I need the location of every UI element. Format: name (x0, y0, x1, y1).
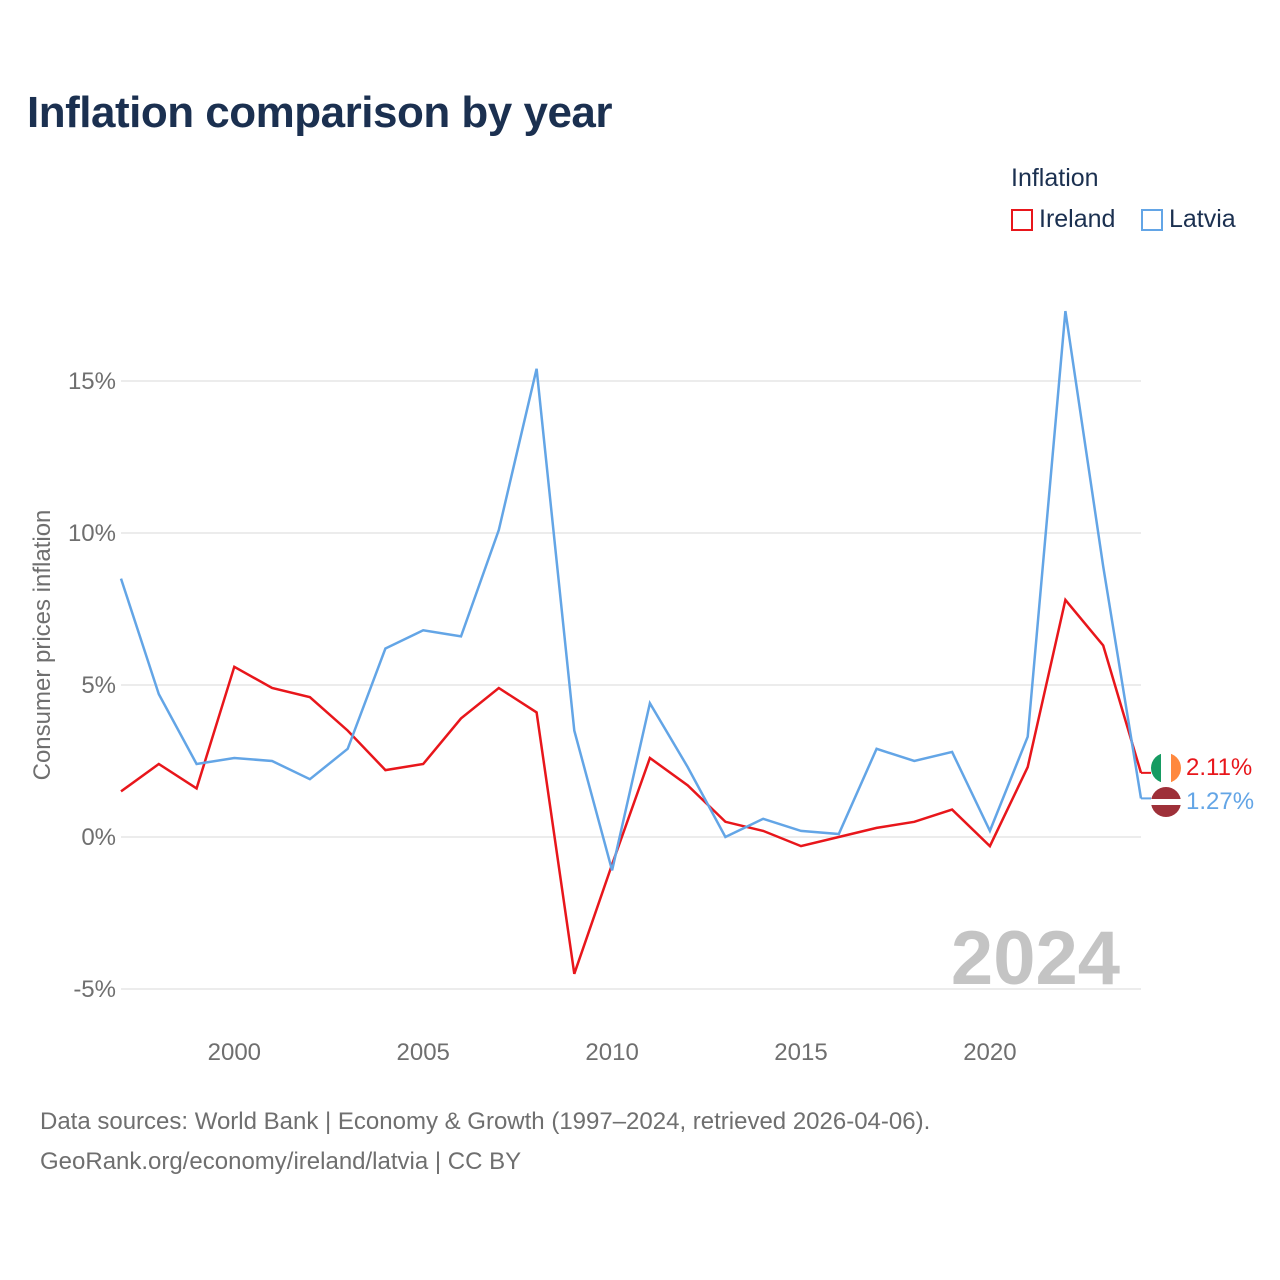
legend-item-latvia[interactable]: Latvia (1141, 205, 1236, 234)
data-point-ireland[interactable] (684, 781, 692, 789)
x-tick-label: 2020 (963, 1039, 1016, 1066)
chart-title: Inflation comparison by year (27, 88, 613, 137)
y-axis-label: Consumer prices inflation (29, 510, 56, 781)
legend-title: Inflation (1011, 164, 1099, 192)
data-point-ireland[interactable] (230, 663, 238, 671)
data-point-latvia[interactable] (797, 827, 805, 835)
y-tick-label: 15% (68, 368, 116, 395)
data-point-ireland[interactable] (759, 827, 767, 835)
data-point-ireland[interactable] (948, 806, 956, 814)
data-point-ireland[interactable] (457, 714, 465, 722)
source-line-1: Data sources: World Bank | Economy & Gro… (40, 1108, 931, 1135)
data-point-latvia[interactable] (1024, 733, 1032, 741)
data-point-ireland[interactable] (1024, 763, 1032, 771)
data-point-latvia[interactable] (381, 645, 389, 653)
legend-swatch-ireland (1011, 208, 1033, 231)
series-line-latvia[interactable] (119, 310, 1143, 871)
data-point-latvia[interactable] (230, 754, 238, 762)
source-line-2[interactable]: GeoRank.org/economy/ireland/latvia | CC … (40, 1148, 522, 1175)
data-point-latvia[interactable] (1061, 307, 1069, 315)
y-tick-label: 10% (68, 520, 116, 547)
data-point-ireland[interactable] (495, 684, 503, 692)
data-point-latvia[interactable] (419, 626, 427, 634)
data-point-ireland[interactable] (268, 684, 276, 692)
legend-label-ireland: Ireland (1039, 205, 1116, 233)
x-tick-label: 2010 (585, 1039, 638, 1066)
ireland-end-label: 2.11% (1186, 754, 1252, 781)
legend-label-latvia: Latvia (1169, 205, 1236, 233)
data-point-latvia[interactable] (193, 760, 201, 768)
data-point-ireland[interactable] (1099, 641, 1107, 649)
data-point-latvia[interactable] (457, 632, 465, 640)
data-point-latvia[interactable] (986, 827, 994, 835)
data-point-latvia[interactable] (306, 775, 314, 783)
latvia-flag-icon (1151, 787, 1181, 817)
line-chart: 2024 15%10%5%0%-5% 2000 2005 2010 2015 2020 … (29, 307, 1254, 1066)
data-point-latvia[interactable] (608, 866, 616, 874)
legend-swatch-latvia (1141, 208, 1163, 231)
data-point-ireland[interactable] (419, 760, 427, 768)
data-point-ireland[interactable] (646, 754, 654, 762)
data-point-latvia[interactable] (873, 745, 881, 753)
x-tick-label: 2000 (208, 1039, 261, 1066)
data-point-ireland[interactable] (570, 970, 578, 978)
data-point-latvia[interactable] (948, 748, 956, 756)
data-point-latvia[interactable] (1099, 562, 1107, 570)
data-point-ireland[interactable] (155, 760, 163, 768)
data-point-latvia[interactable] (835, 830, 843, 838)
data-point-latvia[interactable] (570, 727, 578, 735)
year-annotation: 2024 (951, 916, 1120, 1001)
data-point-latvia[interactable] (910, 757, 918, 765)
legend-item-ireland[interactable]: Ireland (1011, 205, 1115, 234)
data-point-ireland[interactable] (344, 727, 352, 735)
data-point-ireland[interactable] (193, 784, 201, 792)
data-point-ireland[interactable] (797, 842, 805, 850)
data-point-latvia[interactable] (759, 815, 767, 823)
data-point-latvia[interactable] (1137, 794, 1145, 802)
data-point-ireland[interactable] (117, 787, 125, 795)
data-point-latvia[interactable] (646, 699, 654, 707)
data-point-ireland[interactable] (910, 818, 918, 826)
ireland-flag-icon (1151, 753, 1181, 783)
data-point-ireland[interactable] (1061, 596, 1069, 604)
data-point-latvia[interactable] (533, 365, 541, 373)
data-point-latvia[interactable] (344, 745, 352, 753)
y-tick-label: 5% (81, 672, 116, 699)
y-tick-label: -5% (73, 976, 116, 1003)
data-point-latvia[interactable] (268, 757, 276, 765)
data-point-latvia[interactable] (155, 690, 163, 698)
x-tick-label: 2015 (774, 1039, 827, 1066)
series-line-ireland[interactable] (120, 597, 1143, 975)
data-point-ireland[interactable] (873, 824, 881, 832)
data-point-ireland[interactable] (721, 818, 729, 826)
data-point-ireland[interactable] (306, 693, 314, 701)
data-point-latvia[interactable] (721, 833, 729, 841)
data-point-latvia[interactable] (684, 763, 692, 771)
latvia-end-label: 1.27% (1186, 788, 1254, 815)
data-point-ireland[interactable] (986, 842, 994, 850)
data-point-latvia[interactable] (117, 575, 125, 583)
y-tick-label: 0% (81, 824, 116, 851)
data-point-ireland[interactable] (381, 766, 389, 774)
data-point-ireland[interactable] (533, 708, 541, 716)
x-tick-label: 2005 (397, 1039, 450, 1066)
data-point-latvia[interactable] (495, 526, 503, 534)
